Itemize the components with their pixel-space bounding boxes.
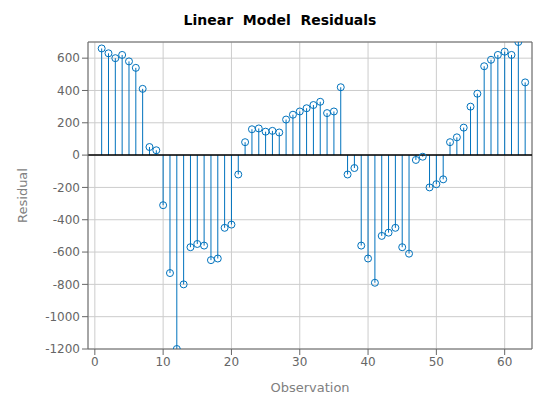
svg-text:-1200: -1200 xyxy=(45,342,80,356)
svg-text:400: 400 xyxy=(57,84,80,98)
svg-text:10: 10 xyxy=(155,355,170,369)
svg-text:Residual: Residual xyxy=(15,168,30,223)
svg-text:-800: -800 xyxy=(53,278,80,292)
svg-text:600: 600 xyxy=(57,51,80,65)
svg-text:0: 0 xyxy=(72,148,80,162)
svg-text:200: 200 xyxy=(57,116,80,130)
svg-text:40: 40 xyxy=(360,355,375,369)
svg-text:0: 0 xyxy=(91,355,99,369)
svg-text:20: 20 xyxy=(224,355,239,369)
svg-text:-600: -600 xyxy=(53,245,80,259)
svg-text:Observation: Observation xyxy=(270,380,349,395)
svg-text:60: 60 xyxy=(497,355,512,369)
svg-text:-200: -200 xyxy=(53,181,80,195)
svg-text:50: 50 xyxy=(429,355,444,369)
svg-text:-1000: -1000 xyxy=(45,310,80,324)
html-text:Linear Model Residuals: Linear Model Residuals xyxy=(183,12,377,28)
svg-text:30: 30 xyxy=(292,355,307,369)
svg-text:-400: -400 xyxy=(53,213,80,227)
